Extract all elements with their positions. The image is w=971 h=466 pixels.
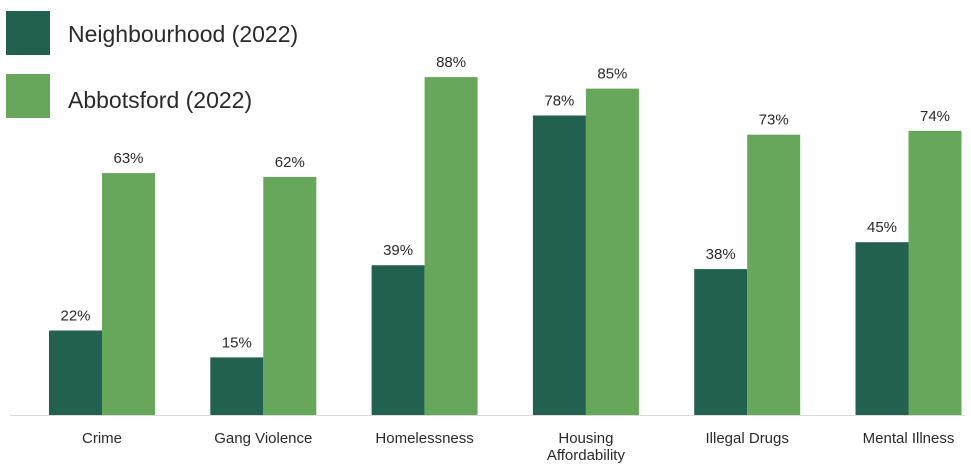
legend-label-abbotsford: Abbotsford (2022): [68, 87, 253, 113]
bar-neighbourhood: [371, 265, 425, 415]
bar-neighbourhood: [694, 269, 748, 415]
data-label-neighbourhood: 45%: [867, 219, 897, 236]
data-label-abbotsford: 62%: [275, 154, 305, 171]
x-tick-label: Homelessness: [375, 430, 473, 447]
legend-label-neighbourhood: Neighbourhood (2022): [68, 21, 299, 47]
bar-neighbourhood: [49, 330, 102, 415]
data-label-abbotsford: 74%: [920, 108, 950, 125]
legend-swatch-neighbourhood: [6, 11, 50, 55]
bar-neighbourhood: [855, 242, 909, 415]
bar-abbotsford: [747, 134, 801, 415]
data-label-abbotsford: 85%: [597, 66, 627, 83]
bar-abbotsford: [263, 176, 317, 415]
bar-neighbourhood: [210, 357, 264, 415]
data-label-neighbourhood: 22%: [60, 308, 90, 325]
x-tick-label: Gang Violence: [214, 430, 312, 447]
data-label-neighbourhood: 15%: [222, 334, 252, 351]
data-label-neighbourhood: 39%: [383, 242, 413, 259]
bar-neighbourhood: [532, 115, 586, 415]
data-label-abbotsford: 73%: [759, 112, 789, 129]
data-label-abbotsford: 88%: [436, 54, 466, 71]
data-label-neighbourhood: 78%: [544, 92, 574, 109]
x-tick-label: Illegal Drugs: [706, 430, 789, 447]
bar-abbotsford: [908, 130, 962, 415]
data-label-neighbourhood: 38%: [706, 246, 736, 263]
bar-abbotsford: [585, 88, 639, 415]
x-tick-label: Crime: [82, 430, 122, 447]
bar-abbotsford: [424, 77, 478, 415]
data-label-abbotsford: 63%: [113, 150, 143, 167]
x-tick-label: Mental Illness: [863, 430, 955, 447]
x-tick-label: Housing Affordability: [547, 430, 626, 464]
legend-swatch-abbotsford: [6, 74, 50, 118]
bar-abbotsford: [102, 173, 155, 415]
